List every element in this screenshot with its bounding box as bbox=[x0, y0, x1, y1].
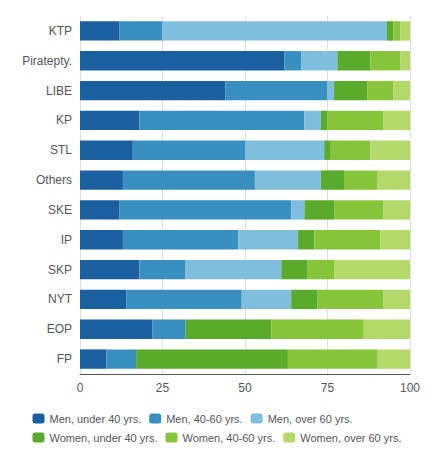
svg-text:50: 50 bbox=[238, 381, 252, 395]
svg-text:LIBE: LIBE bbox=[46, 84, 72, 98]
svg-text:Men, under 40 yrs.: Men, under 40 yrs. bbox=[49, 413, 141, 425]
svg-text:Men, over 60 yrs.: Men, over 60 yrs. bbox=[268, 413, 353, 425]
svg-text:NYT: NYT bbox=[48, 292, 73, 306]
svg-text:Men, 40-60 yrs.: Men, 40-60 yrs. bbox=[166, 413, 242, 425]
svg-text:Women, over 60 yrs.: Women, over 60 yrs. bbox=[300, 432, 401, 444]
svg-text:FP: FP bbox=[57, 352, 72, 366]
svg-text:IP: IP bbox=[61, 233, 72, 247]
svg-text:EOP: EOP bbox=[47, 322, 72, 336]
svg-text:SKP: SKP bbox=[48, 263, 72, 277]
svg-text:Women, under 40 yrs.: Women, under 40 yrs. bbox=[49, 432, 157, 444]
svg-text:100: 100 bbox=[400, 381, 420, 395]
svg-text:KP: KP bbox=[56, 113, 72, 127]
svg-text:25: 25 bbox=[156, 381, 170, 395]
svg-text:SKE: SKE bbox=[48, 203, 72, 217]
svg-text:Others: Others bbox=[36, 173, 72, 187]
svg-text:STL: STL bbox=[50, 143, 72, 157]
svg-text:Piratepty.: Piratepty. bbox=[22, 54, 72, 68]
svg-text:75: 75 bbox=[321, 381, 335, 395]
svg-text:KTP: KTP bbox=[49, 24, 72, 38]
svg-text:0: 0 bbox=[77, 381, 84, 395]
svg-text:Women, 40-60 yrs.: Women, 40-60 yrs. bbox=[183, 432, 276, 444]
